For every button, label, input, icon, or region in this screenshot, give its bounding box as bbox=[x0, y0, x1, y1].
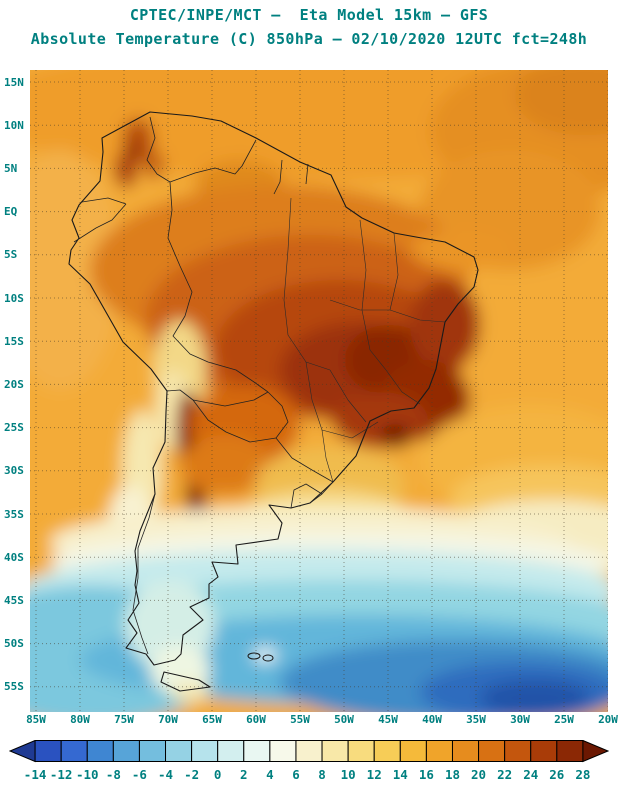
colorbar-segment bbox=[373, 740, 401, 762]
lat-tick-label: 20S bbox=[4, 377, 24, 391]
lon-tick-label: 30W bbox=[510, 713, 530, 726]
colorbar-tick-label: -12 bbox=[50, 767, 73, 782]
lat-tick-label: 50S bbox=[4, 637, 24, 651]
lon-tick-label: 55W bbox=[290, 713, 310, 726]
lat-tick-label: 55S bbox=[4, 680, 24, 694]
lon-tick-label: 45W bbox=[378, 713, 398, 726]
colorbar-segment bbox=[451, 740, 480, 762]
falkland-islands bbox=[247, 652, 274, 662]
colorbar-segment bbox=[478, 740, 506, 762]
colorbar-tick-label: 6 bbox=[292, 767, 300, 782]
colorbar-segment bbox=[217, 740, 245, 762]
colorbar-segment bbox=[243, 740, 271, 762]
colorbar-segment bbox=[582, 739, 610, 763]
colorbar-tick-label: 12 bbox=[367, 767, 382, 782]
lat-tick-label: 5S bbox=[4, 248, 18, 262]
colorbar-segment bbox=[425, 740, 453, 762]
colorbar-segment bbox=[34, 740, 62, 762]
colorbar-tick-label: 22 bbox=[497, 767, 512, 782]
temperature-field bbox=[30, 70, 608, 712]
country-borders bbox=[73, 116, 334, 655]
lat-tick-label: 45S bbox=[4, 593, 24, 607]
colorbar-tick-label: -14 bbox=[24, 767, 47, 782]
colorbar-segment bbox=[86, 740, 114, 762]
lat-tick-label: 5N bbox=[4, 161, 18, 175]
colorbar-segment bbox=[191, 740, 219, 762]
grid-lines bbox=[30, 70, 608, 712]
colorbar-segment bbox=[165, 740, 193, 762]
lat-tick-label: 35S bbox=[4, 507, 24, 521]
colorbar-segment bbox=[8, 739, 36, 763]
colorbar: -14 -12 -10 -8 -6 -4 -2 0 2 4 6 8 10 12 14 16 18 20 22 24 26… bbox=[8, 739, 610, 784]
lon-tick-label: 35W bbox=[466, 713, 486, 726]
colorbar-tick-label: 10 bbox=[341, 767, 356, 782]
chart-title-line2: Absolute Temperature (C) 850hPa — 02/10/… bbox=[30, 30, 588, 48]
lat-tick-label: 40S bbox=[4, 550, 24, 564]
colorbar-segment bbox=[295, 740, 323, 762]
colorbar-tick-label: -4 bbox=[158, 767, 173, 782]
lon-tick-label: 80W bbox=[70, 713, 90, 726]
colorbar-tick-label: 8 bbox=[318, 767, 326, 782]
colorbar-segment bbox=[321, 740, 349, 762]
colorbar-tick-label: 24 bbox=[523, 767, 538, 782]
lon-tick-label: 40W bbox=[422, 713, 442, 726]
tierra-del-fuego bbox=[160, 671, 211, 692]
colorbar-segment bbox=[504, 740, 532, 762]
colorbar-scale: -14 -12 -10 -8 -6 -4 -2 0 2 4 6 8 10 12 14 16 18 20 22 24 26… bbox=[8, 739, 610, 782]
colorbar-tick-label: -2 bbox=[184, 767, 199, 782]
south-america-coast bbox=[68, 111, 479, 666]
lon-tick-label: 70W bbox=[158, 713, 178, 726]
lon-tick-label: 85W bbox=[26, 713, 46, 726]
lat-tick-label: 15N bbox=[4, 75, 24, 89]
lon-tick-label: 25W bbox=[554, 713, 574, 726]
lon-tick-label: 50W bbox=[334, 713, 354, 726]
colorbar-segment bbox=[60, 740, 88, 762]
colorbar-tick-label: -10 bbox=[76, 767, 99, 782]
lon-tick-label: 65W bbox=[202, 713, 222, 726]
colorbar-tick-label: 2 bbox=[240, 767, 248, 782]
lat-tick-label: 10S bbox=[4, 291, 24, 305]
colorbar-tick-label: 16 bbox=[419, 767, 434, 782]
colorbar-segment bbox=[112, 740, 140, 762]
lat-tick-label: 15S bbox=[4, 334, 24, 348]
colorbar-tick-label: 4 bbox=[266, 767, 274, 782]
lat-tick-label: EQ bbox=[4, 205, 18, 219]
lat-tick-label: 10N bbox=[4, 118, 24, 132]
lon-tick-label: 75W bbox=[114, 713, 134, 726]
colorbar-tick-label: -8 bbox=[106, 767, 121, 782]
colorbar-tick-label: 14 bbox=[393, 767, 408, 782]
lon-tick-label: 60W bbox=[246, 713, 266, 726]
colorbar-segment bbox=[399, 740, 427, 762]
chart-title-line1: CPTEC/INPE/MCT — Eta Model 15km — GFS bbox=[129, 6, 489, 24]
colorbar-segment bbox=[556, 740, 584, 762]
map-canvas bbox=[30, 70, 608, 712]
colorbar-segment bbox=[347, 740, 375, 762]
colorbar-tick-label: 28 bbox=[575, 767, 590, 782]
colorbar-segment bbox=[138, 740, 167, 762]
lat-tick-label: 25S bbox=[4, 421, 24, 435]
state-borders bbox=[283, 197, 446, 483]
lat-tick-label: 30S bbox=[4, 464, 24, 478]
colorbar-segment bbox=[269, 740, 297, 762]
colorbar-tick-label: 20 bbox=[471, 767, 486, 782]
lon-tick-label: 20W bbox=[598, 713, 618, 726]
colorbar-tick-label: 26 bbox=[549, 767, 564, 782]
colorbar-tick-label: 0 bbox=[214, 767, 222, 782]
colorbar-tick-label: 18 bbox=[445, 767, 460, 782]
colorbar-tick-label: -6 bbox=[132, 767, 147, 782]
coastline bbox=[68, 111, 479, 692]
colorbar-segment bbox=[530, 740, 558, 762]
